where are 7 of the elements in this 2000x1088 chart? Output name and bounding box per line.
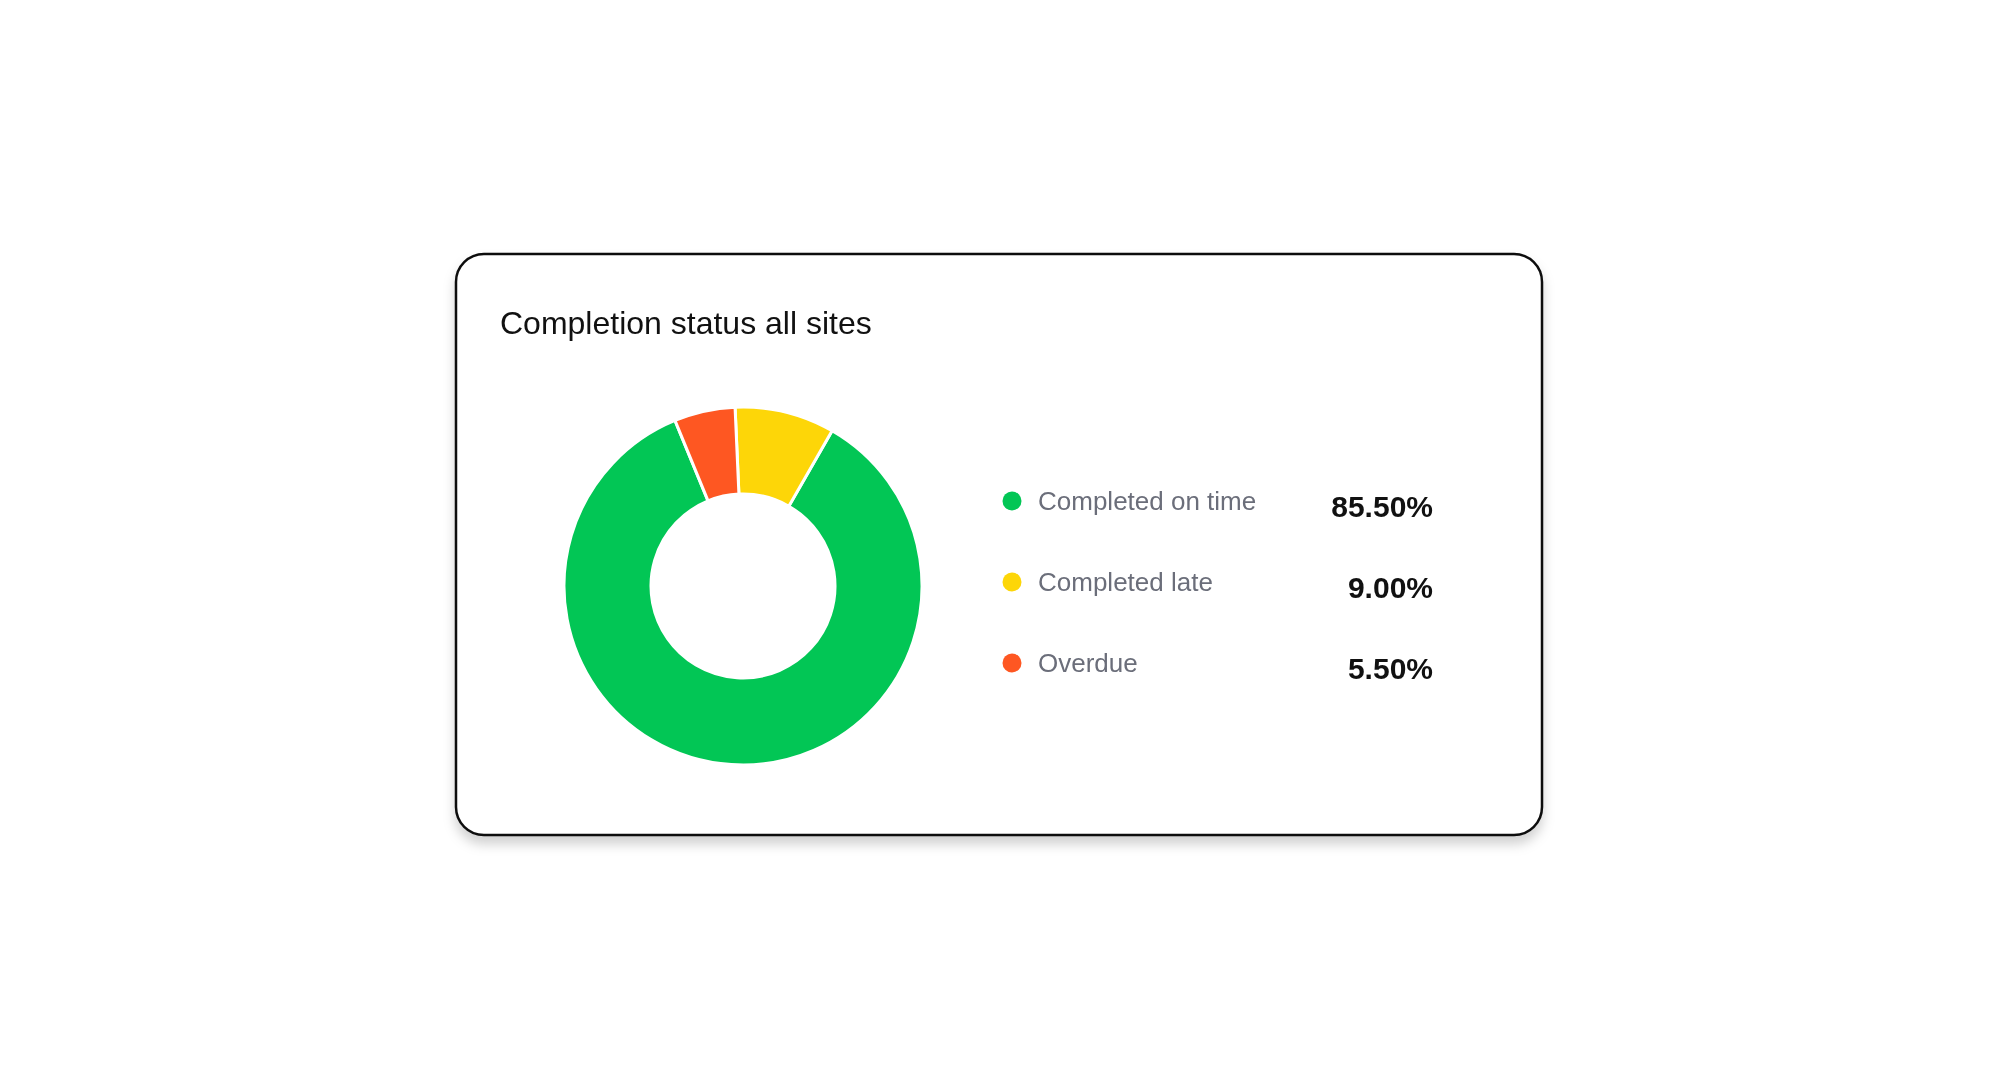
data-label: 85.50% (1331, 490, 1433, 523)
data-label: 5.50% (1347, 652, 1433, 685)
legend-label: Overdue (1038, 648, 1138, 678)
chart-title: Completion status all sites (500, 305, 872, 341)
legend-label: Completed on time (1038, 486, 1257, 516)
data-label: 9.00% (1347, 571, 1433, 604)
legend-label: Completed late (1038, 567, 1213, 597)
